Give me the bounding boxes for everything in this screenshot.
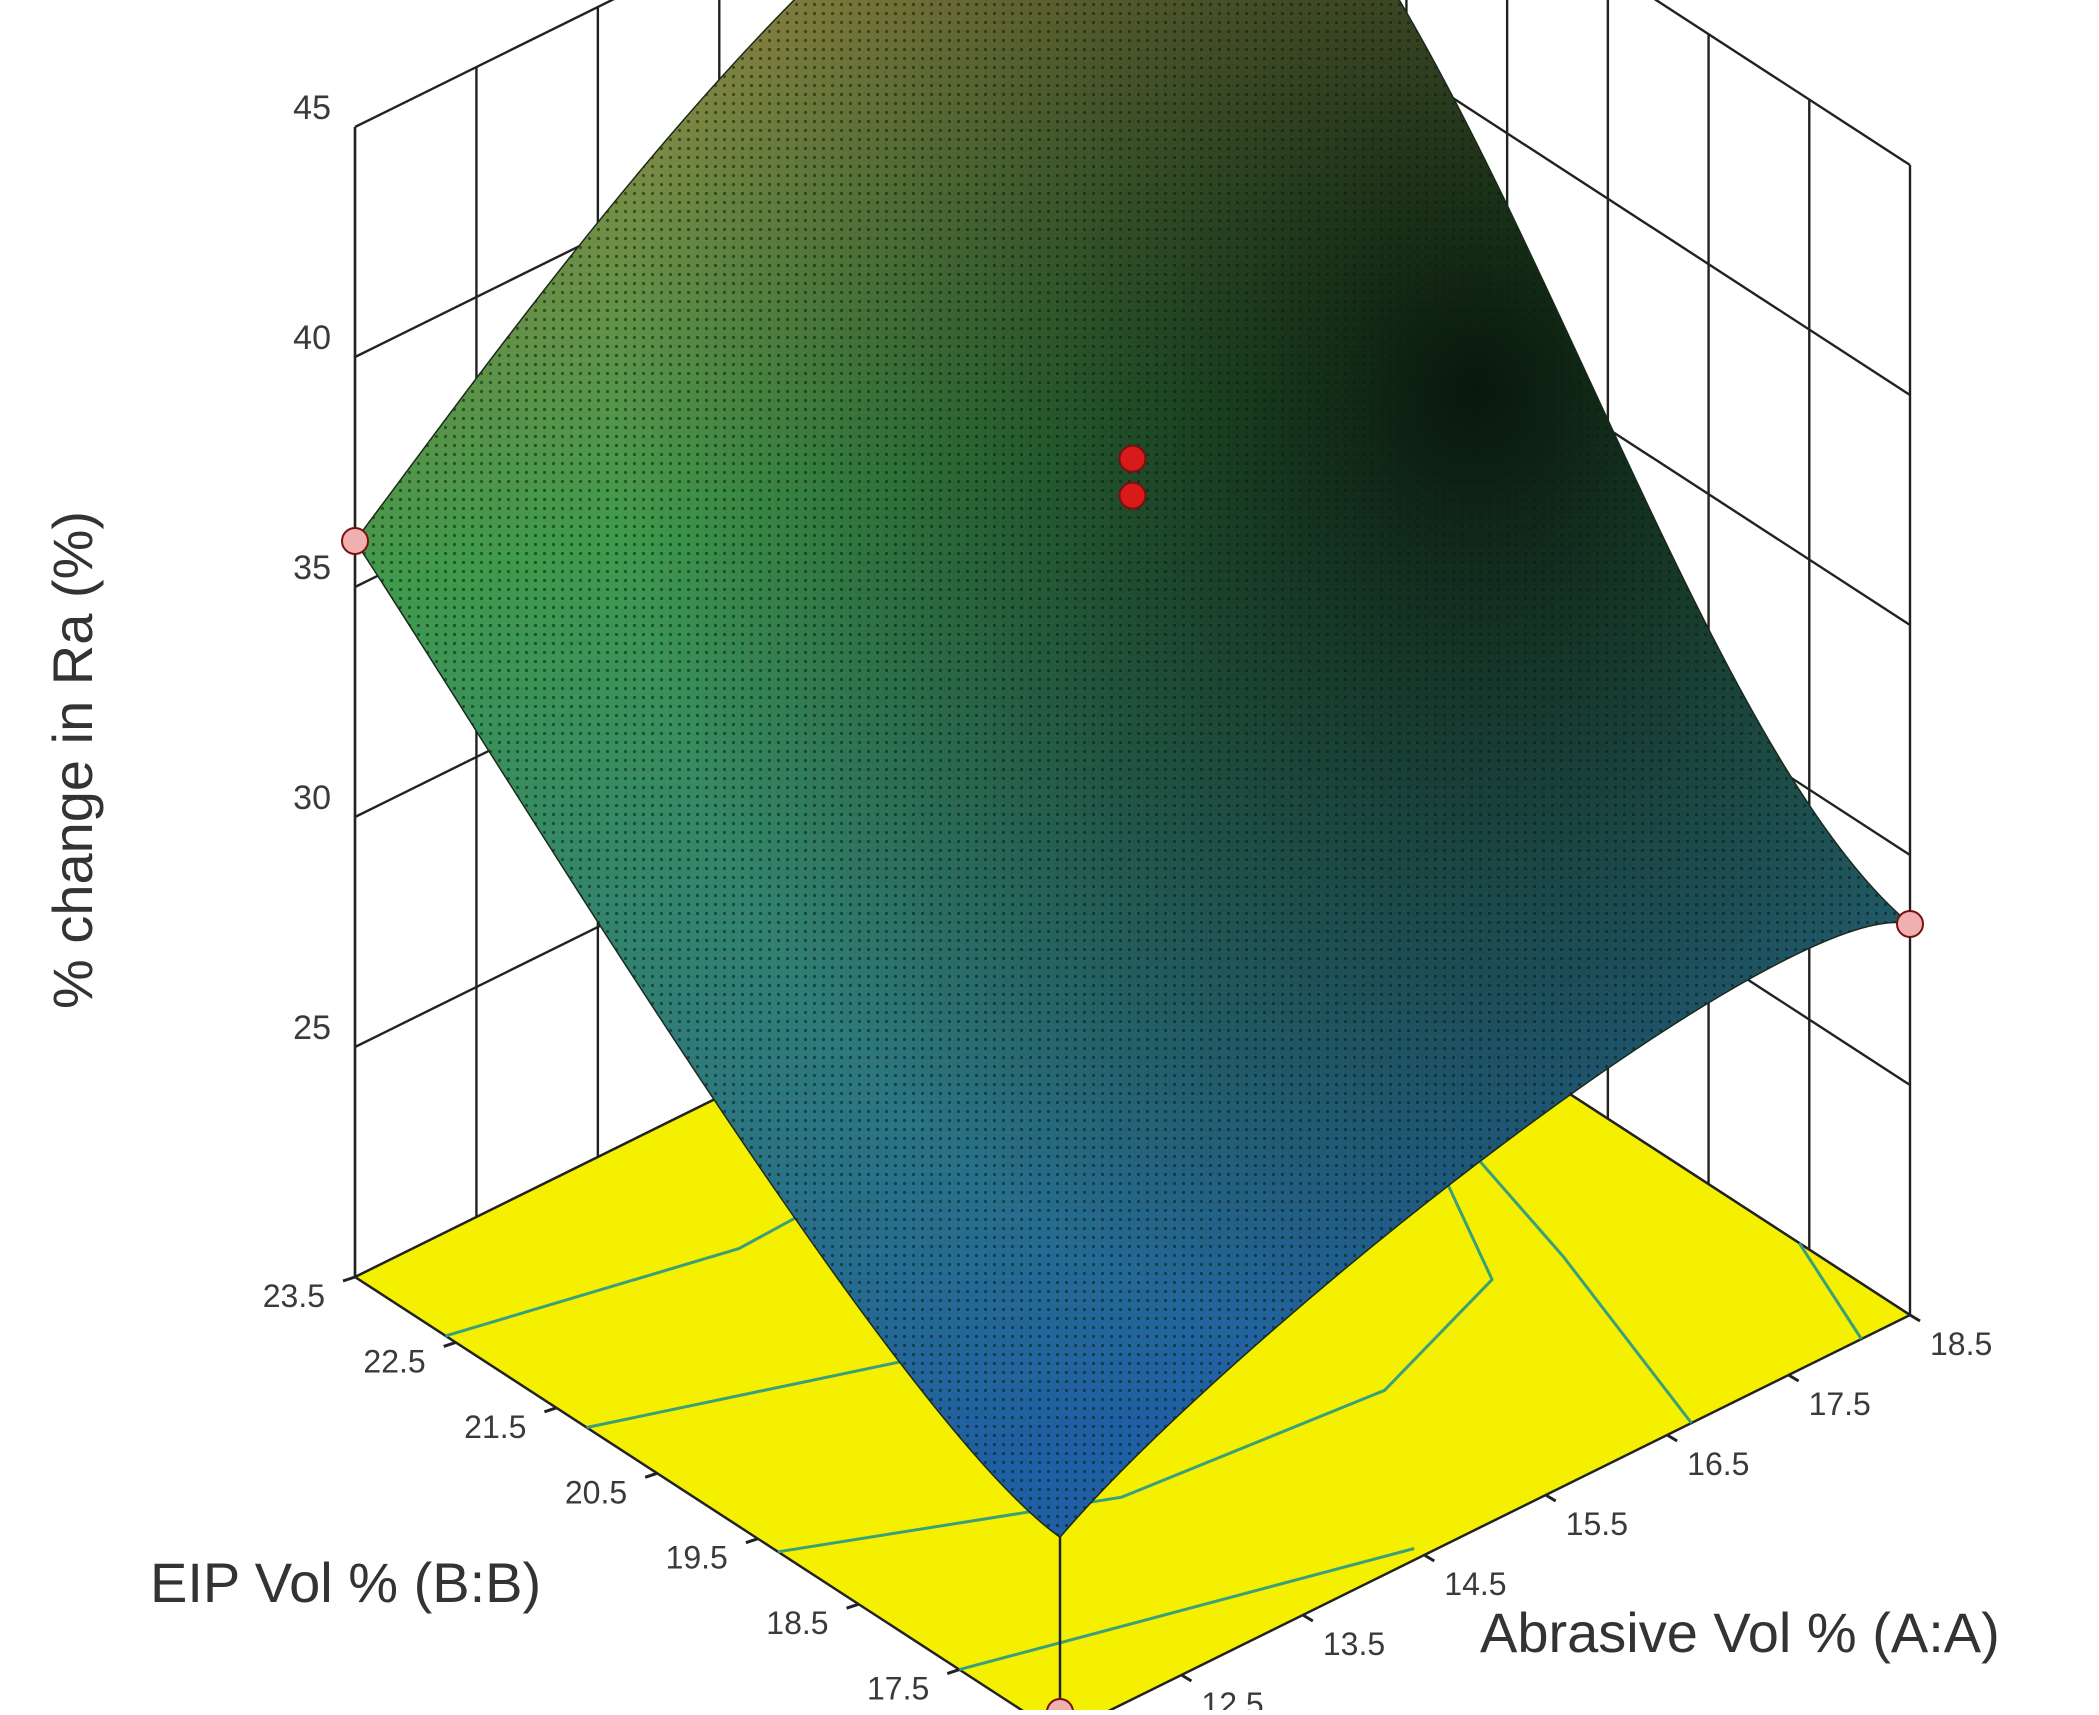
z-axis-title: % change in Ra (%) (41, 511, 104, 1009)
z-tick-label: 40 (293, 319, 331, 357)
y-tick-mark (443, 1341, 457, 1348)
x-tick-label: 15.5 (1566, 1506, 1628, 1542)
x-tick-mark (1666, 1433, 1678, 1443)
y-tick-label: 17.5 (867, 1671, 929, 1707)
y-tick-mark (543, 1406, 557, 1414)
y-tick-label: 19.5 (666, 1540, 728, 1576)
x-tick-mark (1180, 1673, 1193, 1683)
design-point (1896, 910, 1924, 938)
y-tick-label: 23.5 (263, 1278, 325, 1314)
x-tick-mark (1544, 1493, 1557, 1503)
x-tick-label: 16.5 (1687, 1446, 1749, 1482)
z-tick-label: 30 (293, 779, 331, 817)
y-tick-mark (644, 1471, 658, 1479)
z-tick-label: 45 (293, 89, 331, 127)
x-axis-title: Abrasive Vol % (A:A) (1480, 1601, 2000, 1664)
tick-labels: 253035404511.512.513.514.515.516.517.518… (263, 89, 1993, 1715)
x-tick-label: 18.5 (1930, 1326, 1992, 1362)
z-tick-label: 25 (293, 1009, 331, 1047)
y-tick-mark (745, 1537, 759, 1545)
y-tick-label: 18.5 (766, 1605, 828, 1641)
design-point (341, 527, 369, 555)
x-tick-label: 13.5 (1323, 1626, 1385, 1662)
design-point (1118, 444, 1147, 473)
y-tick-label: 22.5 (363, 1343, 425, 1379)
x-tick-label: 14.5 (1444, 1566, 1506, 1602)
x-tick-mark (1787, 1373, 1800, 1383)
design-point (1118, 481, 1147, 510)
surface-mesh (354, 0, 1911, 1539)
contour-line (1797, 1242, 1863, 1340)
y-tick-mark (946, 1668, 960, 1675)
x-tick-mark (1909, 1313, 1921, 1323)
x-tick-mark (1302, 1613, 1314, 1623)
x-tick-mark (1423, 1553, 1436, 1563)
y-axis-title: EIP Vol % (B:B) (150, 1551, 541, 1614)
x-tick-label: 12.5 (1201, 1686, 1263, 1710)
design-points (341, 444, 1924, 1715)
x-tick-label: 17.5 (1809, 1386, 1871, 1422)
grid-line (354, 0, 1911, 167)
response-surface (354, 0, 1911, 1712)
z-tick-label: 35 (293, 549, 331, 587)
y-tick-label: 20.5 (565, 1474, 627, 1510)
y-tick-mark (846, 1602, 860, 1610)
y-tick-mark (342, 1275, 356, 1283)
y-tick-label: 21.5 (464, 1409, 526, 1445)
